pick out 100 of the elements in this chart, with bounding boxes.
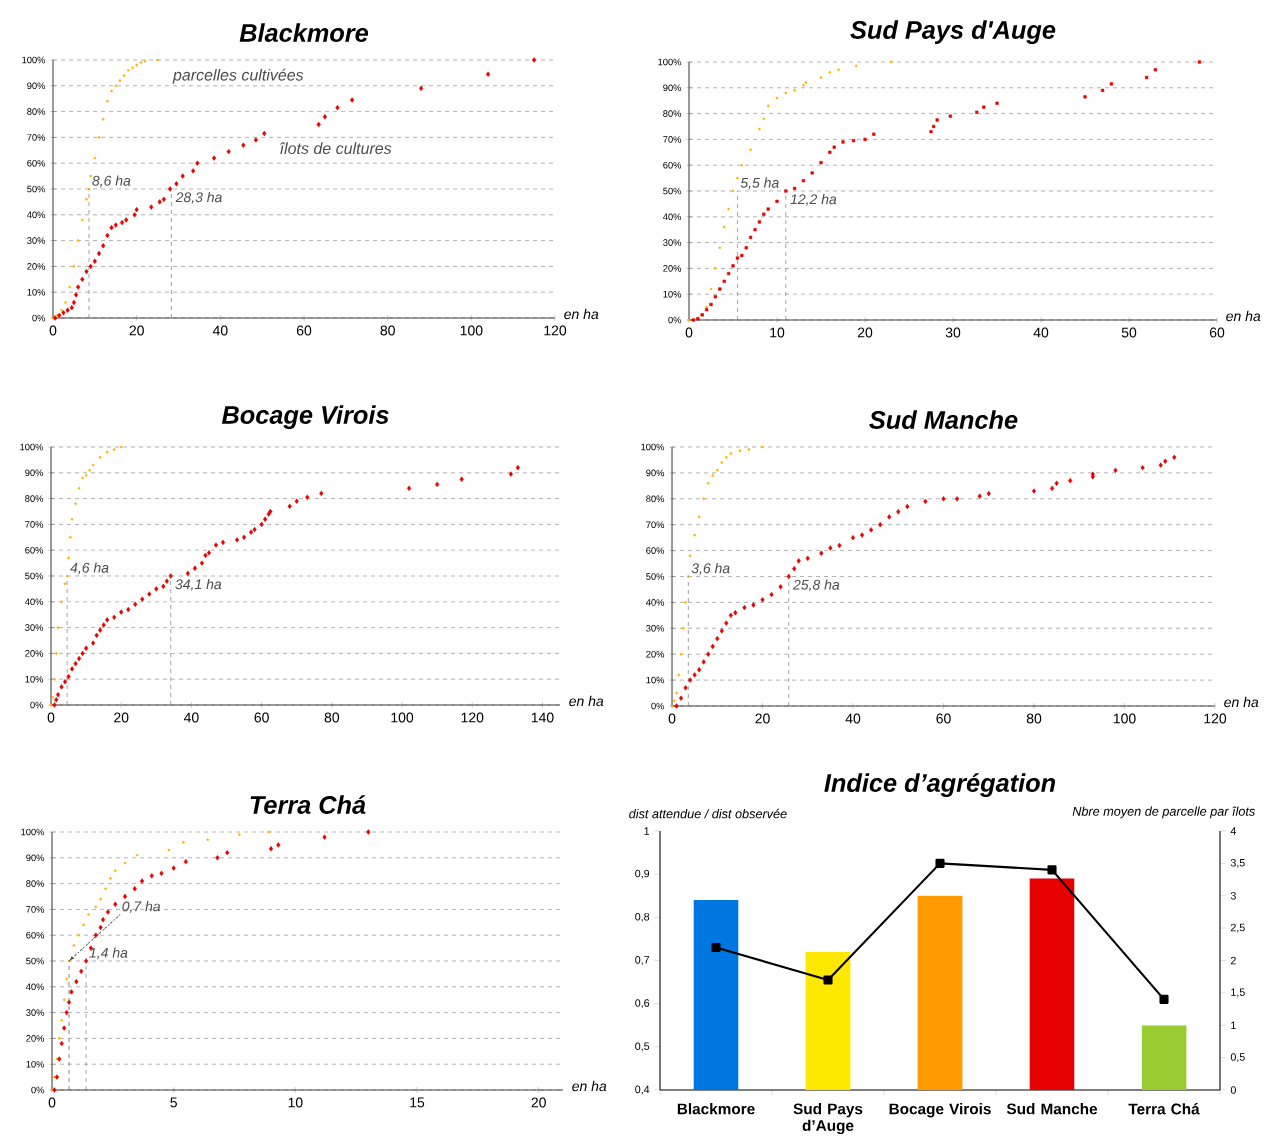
y-tick-label: 10% (663, 290, 682, 298)
y-tick-label: 0% (668, 316, 682, 324)
y-tick-label: 100% (22, 56, 46, 64)
annotation: 1,4 ha (89, 947, 128, 960)
y-tick-label: 30% (26, 1009, 45, 1016)
y-tick-label: 50% (26, 957, 45, 965)
y-tick-label: 90% (27, 82, 46, 90)
y-tick-label: 10% (27, 288, 46, 296)
y-tick-label: 0,6 (635, 999, 650, 1009)
y2-tick-label: 3,5 (1230, 858, 1245, 868)
y-tick-label: 60% (25, 546, 44, 554)
annotation: 28,3 ha (175, 191, 222, 204)
y-tick-label: 0,5 (635, 1042, 650, 1052)
x-axis-title: en ha (1224, 696, 1259, 708)
x-tick-label: 20 (114, 712, 129, 723)
x-tick-label: Terra Chá (1128, 1103, 1200, 1115)
chart-title: Bocage Virois (221, 405, 389, 429)
annotation: 4,6 ha (70, 562, 109, 575)
y-tick-label: 100% (658, 58, 682, 66)
x-tick-label: 15 (410, 1097, 425, 1108)
y-tick-label: 80% (25, 495, 44, 502)
y-tick-label: 90% (646, 469, 665, 477)
x-tick-label: 60 (936, 713, 951, 724)
y-tick-label: 0% (31, 1086, 45, 1094)
y-tick-label: 30% (663, 239, 682, 246)
x-tick-label: Sud Pays d’Auge (793, 1103, 863, 1135)
x-tick-label: 20 (857, 327, 873, 338)
annotation: 25,8 ha (792, 579, 840, 592)
y-tick-label: 70% (663, 136, 682, 143)
y-tick-label: 70% (26, 906, 45, 913)
y-tick-label: 100% (21, 828, 45, 836)
annotation: 34,1 ha (175, 578, 222, 591)
y-tick-label: 50% (646, 573, 665, 580)
chart-title: Sud Pays d'Auge (850, 20, 1056, 44)
chart-title: Indice d’agrégation (824, 773, 1056, 797)
annotation: 3,6 ha (691, 562, 730, 575)
x-tick-label: 80 (380, 325, 395, 336)
y-tick-label: 20% (27, 263, 46, 270)
y-tick-label: 70% (27, 134, 46, 141)
y2-tick-label: 1,5 (1231, 988, 1245, 998)
series-label: parcelles cultivées (172, 68, 304, 84)
x-axis-title: en ha (1226, 310, 1261, 322)
x-tick-label: 5 (170, 1097, 177, 1108)
y-tick-label: 80% (26, 880, 45, 887)
y-tick-label: 10% (26, 1060, 45, 1068)
y2-tick-label: 1 (1231, 1021, 1236, 1029)
x-tick-label: 60 (296, 325, 312, 336)
x-tick-label: 140 (531, 712, 554, 723)
x-tick-label: 30 (945, 327, 961, 338)
x-tick-label: 50 (1121, 327, 1137, 338)
x-tick-label: 0 (685, 327, 693, 338)
y-tick-label: 0,7 (635, 956, 650, 965)
annotation: 5,5 ha (740, 177, 779, 190)
y-tick-label: 60% (27, 159, 46, 167)
series-label: îlots de cultures (280, 142, 392, 155)
y-tick-label: 30% (25, 624, 44, 631)
y2-axis-title: Nbre moyen de parcelle par îlots (1072, 806, 1256, 819)
x-tick-label: 120 (461, 712, 484, 723)
y-tick-label: 70% (646, 521, 665, 528)
x-tick-label: 0 (48, 1097, 56, 1108)
y-tick-label: 60% (646, 547, 665, 554)
x-tick-label: 40 (1033, 327, 1049, 338)
x-axis-title: en ha (564, 308, 599, 320)
y-tick-label: 10% (25, 675, 44, 683)
x-tick-label: 20 (531, 1097, 546, 1108)
y-tick-label: 90% (26, 854, 45, 862)
x-tick-label: 60 (254, 712, 269, 723)
x-axis-title: en ha (569, 695, 604, 707)
x-axis-title: en ha (572, 1080, 607, 1092)
y-tick-label: 80% (663, 110, 682, 117)
y-tick-label: 20% (646, 650, 665, 658)
x-tick-label: 60 (1209, 327, 1225, 338)
y2-tick-label: 2,5 (1230, 923, 1245, 933)
y-tick-label: 70% (25, 521, 44, 528)
y-tick-label: 40% (662, 213, 682, 221)
chart-title: Sud Manche (869, 410, 1018, 429)
y-tick-label: 20% (663, 265, 682, 272)
y-tick-label: 40% (25, 983, 45, 991)
x-tick-label: 20 (129, 325, 144, 336)
y-tick-label: 1 (644, 827, 650, 835)
y-tick-label: 80% (27, 108, 46, 115)
y2-tick-label: 0,5 (1230, 1053, 1245, 1063)
x-tick-label: 0 (49, 325, 57, 336)
x-tick-label: Sud Manche (1006, 1103, 1098, 1115)
y-tick-label: 20% (26, 1035, 45, 1042)
y-tick-label: 0% (32, 314, 46, 322)
x-tick-label: 40 (183, 712, 199, 723)
x-tick-label: Blackmore (677, 1103, 755, 1115)
annotation: 12,2 ha (790, 193, 837, 206)
y2-tick-label: 4 (1230, 827, 1237, 835)
y-tick-label: 50% (25, 572, 44, 580)
x-tick-label: Bocage Virois (889, 1103, 991, 1118)
x-tick-label: 100 (391, 712, 414, 723)
y-tick-label: 0% (30, 701, 44, 709)
y2-tick-label: 0 (1230, 1086, 1236, 1094)
x-tick-label: 80 (324, 712, 340, 723)
y-axis-title: dist attendue / dist observée (629, 808, 787, 819)
y-tick-label: 0% (651, 702, 665, 710)
y-tick-label: 90% (663, 84, 682, 92)
annotation: 0,7 ha (122, 901, 161, 913)
